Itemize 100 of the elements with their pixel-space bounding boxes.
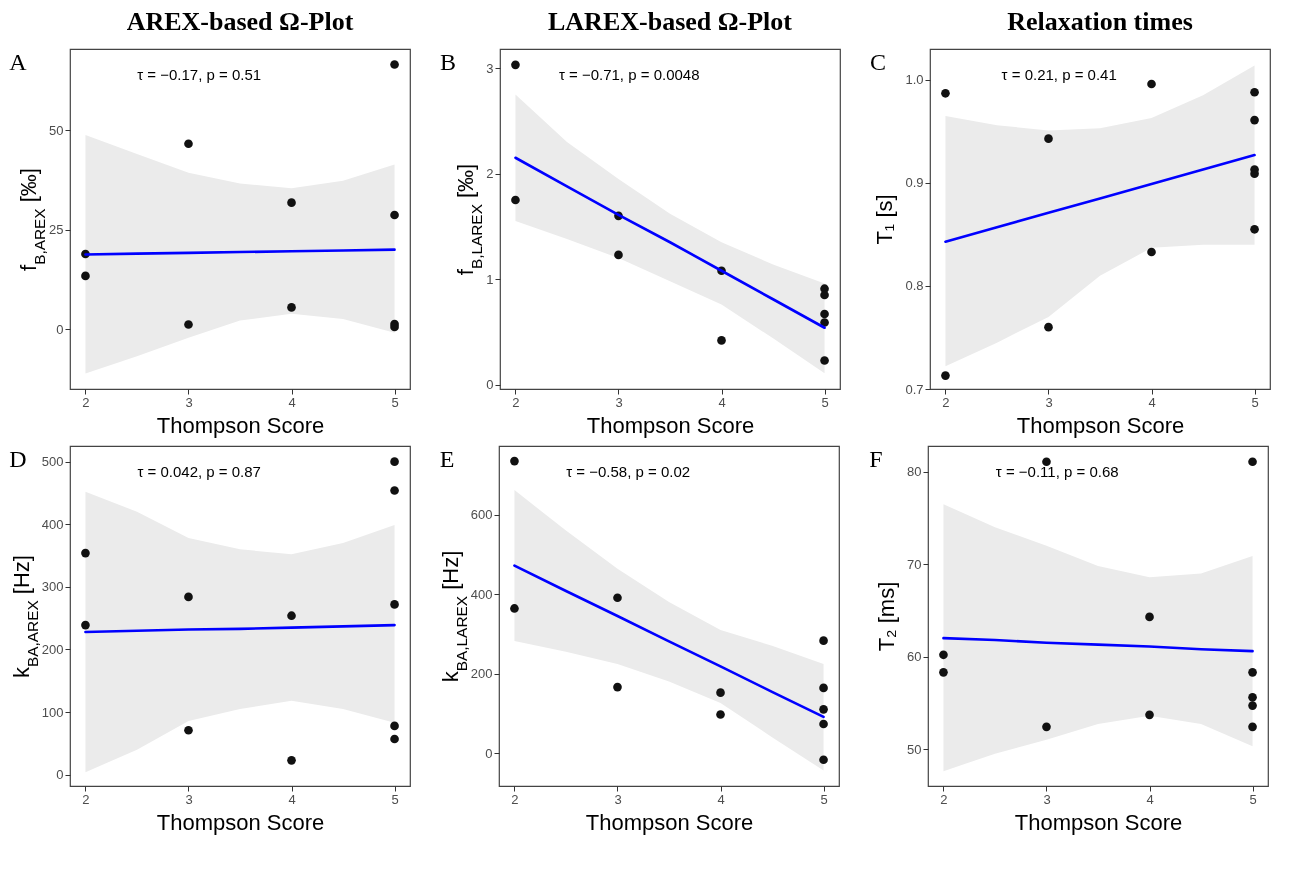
line-series <box>944 153 1256 243</box>
line-series <box>942 636 1254 653</box>
point <box>941 88 950 98</box>
point <box>820 356 829 365</box>
y-tick-label: 100 <box>41 704 64 720</box>
point <box>184 320 193 329</box>
y-tick-label: 400 <box>41 516 64 532</box>
x-tick-label: 3 <box>185 791 193 807</box>
point <box>1250 115 1259 125</box>
point <box>1145 612 1154 622</box>
y-tick-label: 0 <box>486 377 494 393</box>
text: D <box>9 446 27 472</box>
annotation: τ = −0.58, p = 0.02 <box>566 463 691 480</box>
point <box>716 710 725 719</box>
point <box>390 734 399 744</box>
point <box>1248 668 1257 677</box>
y-tick-label: 400 <box>470 586 493 602</box>
x-axis-title: Thompson Score <box>586 412 755 438</box>
point <box>1044 322 1053 332</box>
y-tick-label: 1 <box>486 271 494 287</box>
point <box>820 318 829 327</box>
chart-title: LAREX-based Ω-Plot <box>548 7 793 36</box>
point <box>1147 79 1156 89</box>
x-axis-title: Thompson Score <box>156 809 325 835</box>
point <box>1248 722 1257 732</box>
x-tick-label: 5 <box>820 791 828 807</box>
y-tick-label: 1.0 <box>905 72 924 88</box>
y-tick-label: 70 <box>907 556 922 572</box>
point <box>1042 722 1051 732</box>
point <box>287 303 296 312</box>
point <box>613 593 622 603</box>
point <box>1250 87 1259 97</box>
point <box>939 650 948 660</box>
x-tick-label: 5 <box>1249 791 1257 807</box>
point <box>819 755 828 765</box>
point <box>820 309 829 319</box>
point <box>717 336 726 345</box>
y-tick-label: 60 <box>907 649 922 665</box>
x-tick-label: 2 <box>82 394 90 410</box>
point <box>1042 457 1051 467</box>
point <box>510 456 519 466</box>
point <box>1248 457 1257 467</box>
text: B <box>439 49 457 75</box>
point <box>716 688 725 697</box>
point <box>1147 247 1156 257</box>
x-tick-label: 5 <box>1251 394 1259 410</box>
y-tick-label: 300 <box>41 579 64 595</box>
point <box>819 719 828 729</box>
line-series <box>513 564 825 719</box>
x-axis-title: Thompson Score <box>1014 809 1183 835</box>
y-tick-label: 500 <box>41 454 64 470</box>
text: A <box>9 49 28 75</box>
point <box>390 721 399 731</box>
y-tick-label: 25 <box>49 222 64 238</box>
y-tick-label: 2 <box>486 166 494 182</box>
x-tick-label: 3 <box>1045 394 1053 410</box>
y-tick-label: 200 <box>41 642 64 657</box>
y-tick-label: 0.7 <box>905 381 924 397</box>
y-tick-label: 80 <box>907 464 922 480</box>
point <box>1145 710 1154 720</box>
point <box>81 620 90 630</box>
y-tick-label: 0 <box>485 745 493 761</box>
x-tick-label: 3 <box>1043 791 1051 807</box>
point <box>390 210 399 220</box>
point <box>1248 701 1257 710</box>
point <box>287 198 296 207</box>
text: F <box>869 446 883 472</box>
point <box>390 600 399 609</box>
point <box>390 486 399 495</box>
x-tick-label: 4 <box>288 394 296 410</box>
x-tick-label: 2 <box>942 394 950 410</box>
x-tick-label: 3 <box>614 791 622 807</box>
x-tick-label: 2 <box>511 791 519 807</box>
point <box>820 290 829 300</box>
text: C <box>869 49 887 75</box>
point <box>1250 224 1259 234</box>
chart-title: AREX-based Ω-Plot <box>126 7 354 36</box>
x-tick-label: 2 <box>82 791 90 807</box>
point <box>390 457 399 466</box>
annotation: τ = −0.11, p = 0.68 <box>995 463 1119 480</box>
point <box>287 756 296 765</box>
y-tick-label: 0.8 <box>905 278 924 294</box>
x-tick-label: 4 <box>717 791 725 807</box>
y-tick-label: 0.9 <box>905 175 924 191</box>
x-tick-label: 4 <box>718 394 726 410</box>
y-tick-label: 600 <box>470 507 493 523</box>
x-tick-label: 2 <box>512 394 520 410</box>
point <box>941 371 950 380</box>
point <box>613 682 622 692</box>
point <box>184 592 193 602</box>
x-tick-label: 5 <box>821 394 829 410</box>
annotation: τ = 0.042, p = 0.87 <box>137 463 261 480</box>
x-axis-title: Thompson Score <box>156 412 325 438</box>
point <box>81 271 90 281</box>
x-tick-label: 2 <box>940 791 948 807</box>
point <box>1044 134 1053 143</box>
point <box>511 195 520 205</box>
y-axis-title: T₁ [s] <box>872 194 898 245</box>
point <box>184 139 193 149</box>
x-tick-label: 4 <box>1148 394 1156 410</box>
